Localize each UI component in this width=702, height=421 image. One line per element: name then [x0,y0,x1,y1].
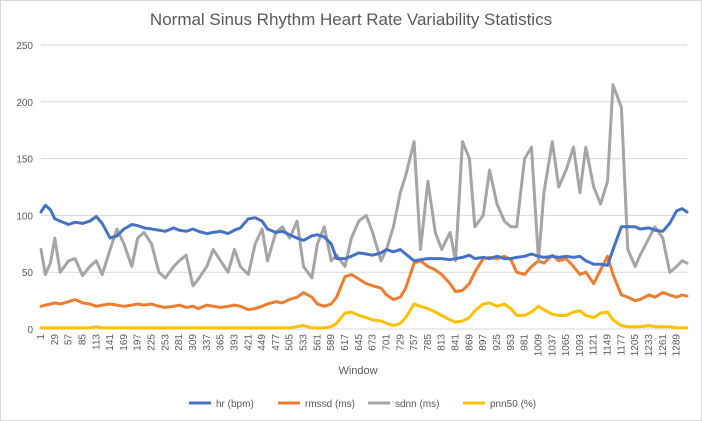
y-tick-label: 0 [27,325,33,336]
x-tick-label: 841 [451,334,462,351]
x-tick-label: 1205 [630,334,641,357]
x-tick-label: 365 [216,334,227,351]
chart-title: Normal Sinus Rhythm Heart Rate Variabili… [150,10,552,29]
legend-label-rmssd: rmssd (ms) [305,399,355,410]
x-tick-label: 477 [271,334,282,351]
x-tick-label: 505 [285,334,296,351]
x-tick-label: 197 [133,334,144,351]
series-line-pnn50 [39,301,689,330]
series-line-sdnn [39,83,689,288]
y-tick-label: 250 [16,41,33,52]
x-tick-label: 561 [312,334,323,351]
x-tick-label: 169 [119,334,130,351]
y-tick-label: 150 [16,155,33,166]
x-tick-label: 253 [160,334,171,351]
x-tick-label: 673 [368,334,379,351]
x-axis-label: Window [338,365,377,377]
series-lines [39,83,689,330]
x-tick-label: 1121 [589,334,600,356]
series-line-hr [39,203,689,267]
y-tick-label: 100 [16,211,33,222]
x-tick-label: 1 [36,334,47,340]
y-tick-label: 50 [22,268,34,279]
x-tick-label: 701 [381,334,392,351]
x-tick-label: 1289 [672,334,683,357]
x-tick-label: 281 [174,334,185,351]
gridlines [41,44,687,330]
x-tick-label: 393 [229,334,240,351]
legend-label-pnn50: pnn50 (%) [490,399,536,410]
x-tick-label: 785 [423,334,434,351]
x-tick-label: 29 [50,334,61,346]
x-tick-label: 953 [506,334,517,351]
x-tick-label: 981 [520,334,531,351]
x-tick-label: 813 [437,334,448,351]
x-tick-label: 869 [464,334,475,351]
legend-label-hr: hr (bpm) [216,399,254,410]
y-tick-label: 200 [16,98,33,109]
x-tick-label: 897 [478,334,489,351]
x-tick-label: 1093 [575,334,586,357]
legend-label-sdnn: sdnn (ms) [395,399,439,410]
x-tick-label: 141 [105,334,116,351]
x-tick-label: 925 [492,334,503,351]
x-tick-label: 589 [326,334,337,351]
legend: hr (bpm) rmssd (ms) sdnn (ms) pnn50 (%) [189,399,536,410]
x-tick-label: 1233 [644,334,655,357]
x-tick-label: 1009 [533,334,544,357]
series-line-rmssd [39,253,689,312]
x-tick-label: 85 [77,334,88,346]
x-tick-label: 337 [202,334,213,351]
x-tick-label: 225 [147,334,158,351]
x-tick-label: 757 [409,334,420,351]
x-tick-label: 1149 [603,334,614,356]
x-tick-label: 1037 [547,334,558,357]
x-tick-label: 1065 [561,334,572,357]
x-tick-label: 449 [257,334,268,351]
x-tick-label: 1261 [658,334,669,357]
x-tick-label: 113 [91,334,102,350]
x-tick-label: 729 [395,334,406,351]
x-tick-label: 57 [64,334,75,346]
x-tick-label: 533 [299,334,310,351]
x-tick-label: 309 [188,334,199,351]
x-tick-label: 645 [354,334,365,351]
x-tick-label: 421 [243,334,254,351]
x-axis-ticks: 1 29 57 85 113 141 169 197 225 253 281 309 337 365 393… [36,334,683,357]
x-tick-label: 1177 [616,334,627,356]
x-tick-label: 617 [340,334,351,351]
y-axis-ticks: 0 50 100 150 200 250 [16,41,33,336]
